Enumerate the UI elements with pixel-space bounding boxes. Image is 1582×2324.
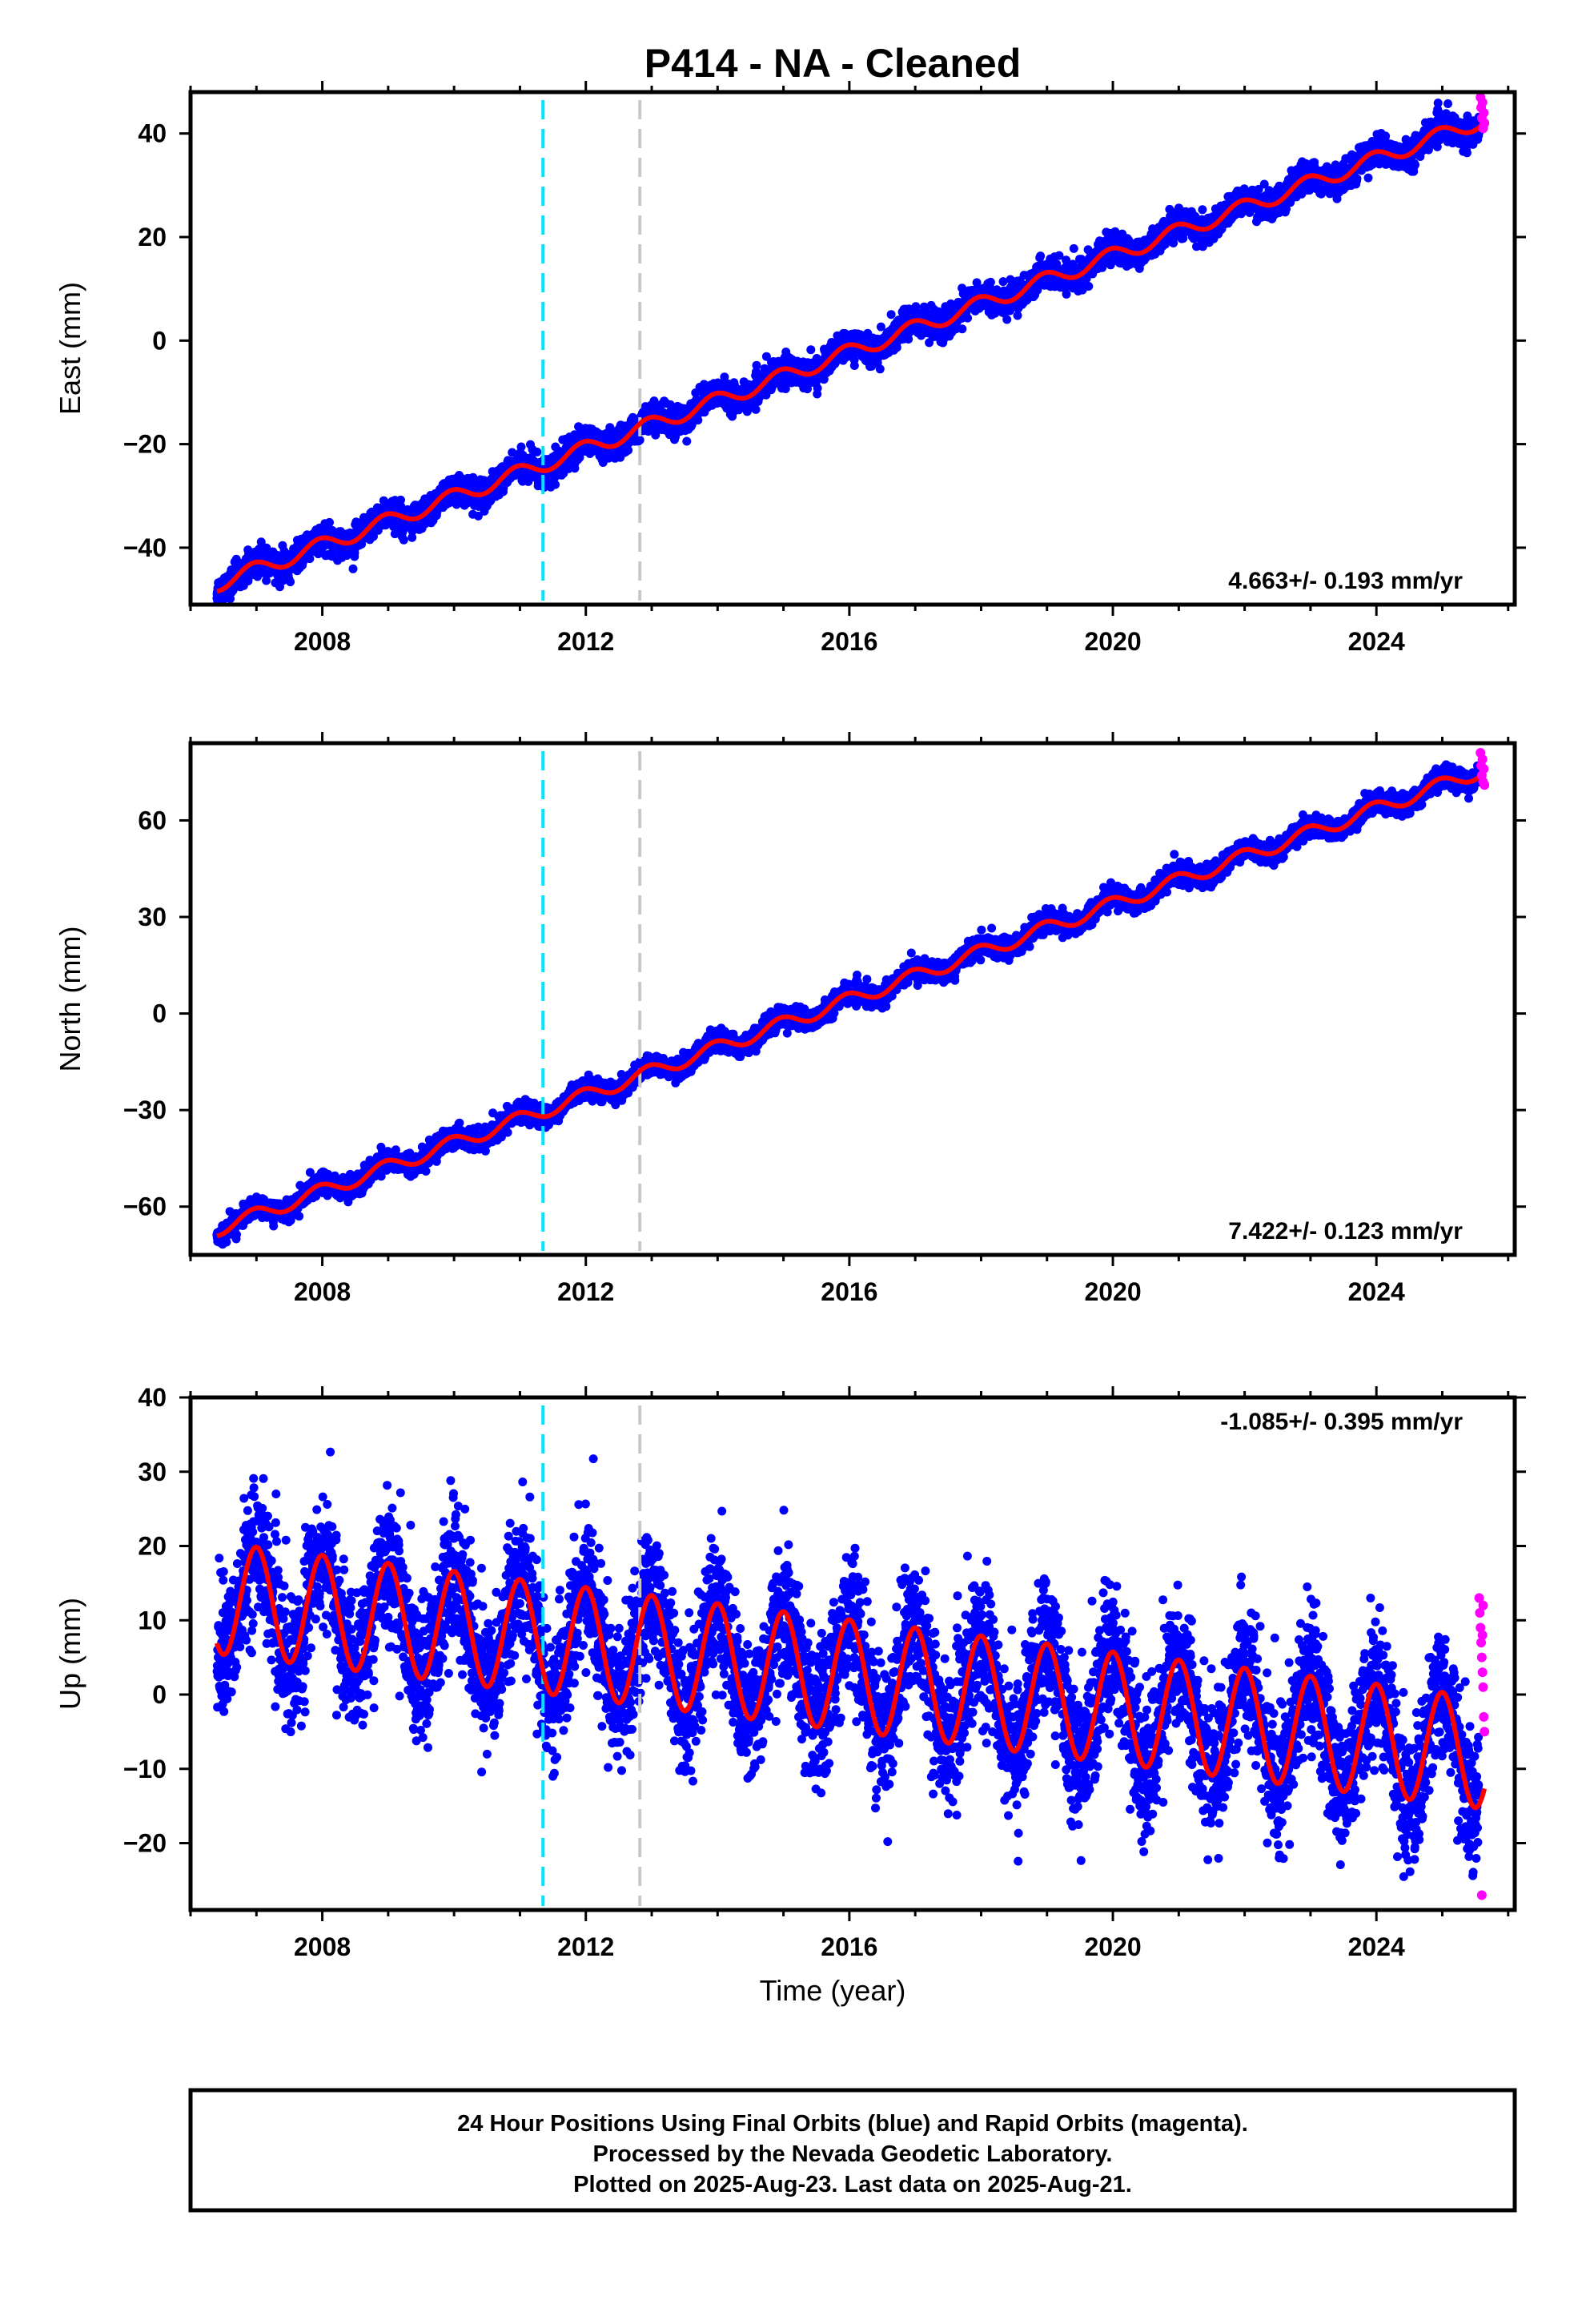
data-point bbox=[408, 533, 417, 542]
data-point bbox=[551, 480, 560, 489]
data-point bbox=[1036, 251, 1046, 261]
final-orbit-points bbox=[212, 99, 1484, 605]
data-point bbox=[473, 511, 483, 521]
data-point bbox=[751, 404, 761, 414]
data-point bbox=[508, 448, 517, 457]
plot-area bbox=[212, 92, 1490, 605]
data-point bbox=[532, 447, 542, 456]
chart-title: P414 - NA - Cleaned bbox=[644, 41, 1022, 86]
data-point bbox=[813, 384, 822, 393]
data-point bbox=[806, 345, 816, 355]
data-point bbox=[752, 360, 761, 370]
data-point bbox=[1084, 282, 1094, 291]
data-point bbox=[516, 442, 526, 452]
data-point bbox=[875, 364, 885, 374]
data-point bbox=[390, 529, 400, 539]
data-point bbox=[1062, 289, 1071, 299]
data-point bbox=[399, 535, 408, 545]
data-point bbox=[963, 313, 973, 323]
data-point bbox=[262, 576, 271, 585]
data-point bbox=[286, 577, 295, 587]
data-point bbox=[348, 564, 358, 573]
data-point bbox=[635, 436, 644, 444]
data-point bbox=[886, 310, 896, 320]
data-point bbox=[1069, 243, 1078, 253]
data-point bbox=[958, 324, 967, 334]
data-point bbox=[1198, 205, 1207, 215]
data-point bbox=[1002, 315, 1012, 324]
data-point bbox=[682, 436, 692, 446]
data-point bbox=[396, 495, 405, 505]
data-point bbox=[325, 517, 334, 527]
data-point bbox=[305, 554, 315, 564]
data-point bbox=[986, 277, 995, 287]
data-point bbox=[849, 361, 859, 370]
